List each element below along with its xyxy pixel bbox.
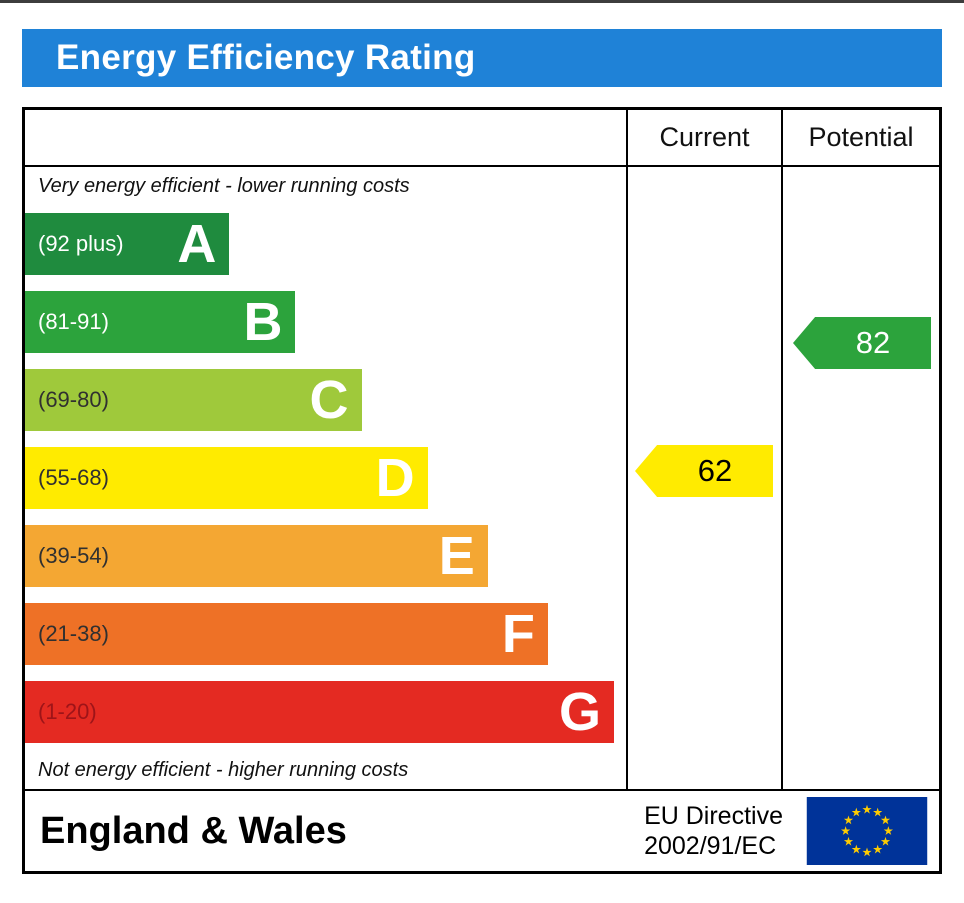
band-bar-c: (69-80) C (25, 369, 362, 431)
band-letter: B (243, 292, 283, 352)
band-letter: D (375, 448, 415, 508)
band-row-e: (39-54) E (25, 517, 626, 595)
band-range-label: (21-38) (38, 621, 109, 646)
top-border (0, 0, 964, 3)
band-bar-g: (1-20) G (25, 681, 614, 743)
potential-rating-value: 82 (855, 325, 891, 360)
column-header-current: Current (626, 110, 781, 165)
potential-column: 82 (781, 167, 939, 789)
band-letter: G (558, 682, 601, 742)
page-title: Energy Efficiency Rating (56, 38, 476, 77)
column-header-potential: Potential (781, 110, 939, 165)
band-letter: A (177, 214, 217, 274)
band-bar-b: (81-91) B (25, 291, 296, 353)
band-bar-e: (39-54) E (25, 525, 488, 587)
rating-scale: Very energy efficient - lower running co… (25, 167, 626, 789)
table-header-row: Current Potential (25, 110, 939, 167)
band-row-c: (69-80) C (25, 361, 626, 439)
eu-flag-icon (806, 797, 928, 865)
bottom-note: Not energy efficient - higher running co… (38, 758, 409, 781)
band-bar-f: (21-38) F (25, 603, 548, 665)
band-letter: E (438, 526, 475, 586)
epc-content: Energy Efficiency Rating Current Potenti… (0, 3, 964, 874)
table-footer: England & Wales EU Directive 2002/91/EC (25, 789, 939, 871)
band-bar-a: (92 plus) A (25, 213, 230, 275)
band-range-label: (69-80) (38, 387, 109, 412)
rating-table: Current Potential Very energy efficient … (22, 107, 942, 874)
band-row-d: (55-68) D (25, 439, 626, 517)
eu-directive-line2: 2002/91/EC (644, 832, 777, 860)
table-header-spacer (25, 110, 626, 165)
band-range-label: (81-91) (38, 309, 109, 334)
header-bar: Energy Efficiency Rating (22, 29, 942, 87)
top-note: Very energy efficient - lower running co… (38, 174, 410, 197)
table-body: Very energy efficient - lower running co… (25, 167, 939, 789)
current-column: 62 (626, 167, 781, 789)
band-letter: F (501, 604, 535, 664)
region-label: England & Wales (40, 809, 347, 852)
current-rating-value: 62 (697, 453, 733, 488)
band-row-a: (92 plus) A (25, 205, 626, 283)
potential-rating-arrow: 82 (793, 317, 931, 369)
band-range-label: (55-68) (38, 465, 109, 490)
eu-directive-line1: EU Directive (644, 802, 783, 830)
band-letter: C (309, 370, 349, 430)
band-row-g: (1-20) G (25, 673, 626, 751)
band-bar-d: (55-68) D (25, 447, 428, 509)
eu-directive-label: EU Directive 2002/91/EC (644, 801, 783, 861)
band-row-b: (81-91) B (25, 283, 626, 361)
band-range-label: (39-54) (38, 543, 109, 568)
band-range-label: (92 plus) (38, 231, 124, 256)
current-rating-arrow: 62 (635, 445, 773, 497)
band-range-label: (1-20) (38, 699, 97, 724)
band-row-f: (21-38) F (25, 595, 626, 673)
